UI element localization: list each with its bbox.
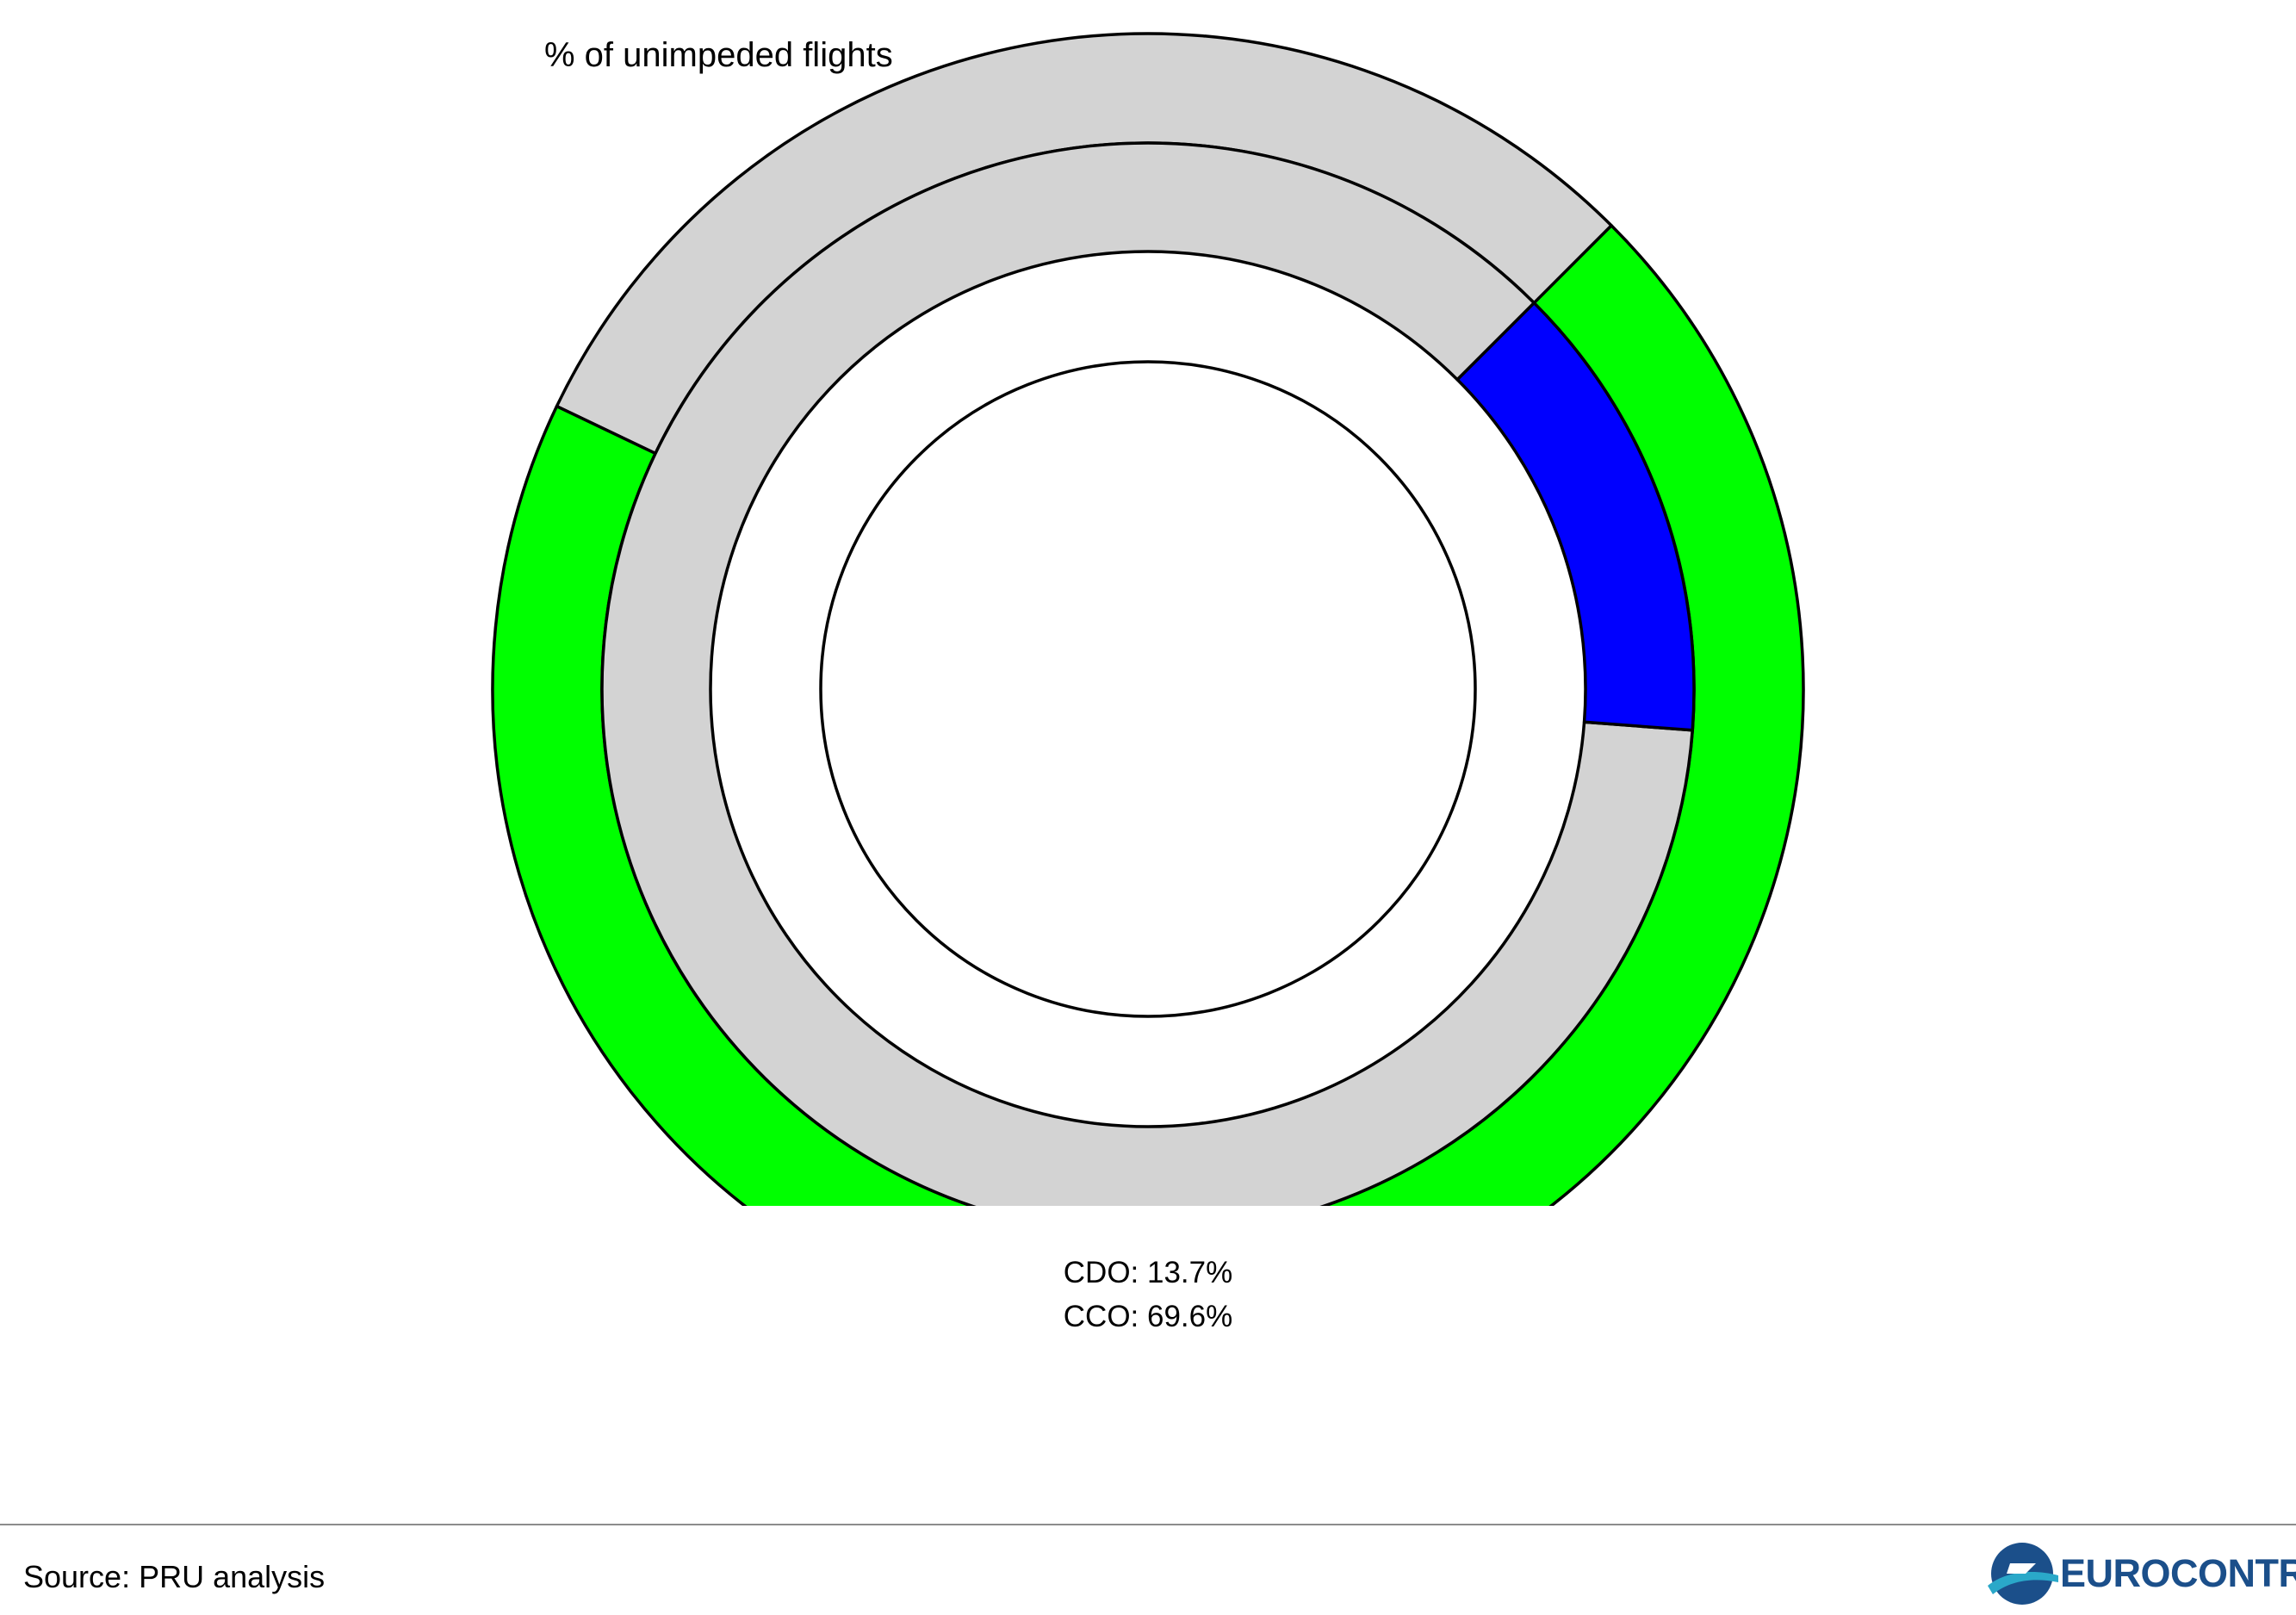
- chart-title: % of unimpeded flights: [544, 36, 893, 74]
- cco-stat-label: CCO: 69.6%: [1063, 1300, 1233, 1333]
- donut-chart: [491, 32, 1805, 1206]
- eurocontrol-logo-text: EUROCONTROL: [2060, 1551, 2296, 1595]
- inner-ring-cdo-slice: [1455, 301, 1696, 732]
- inner-ring-remaining-slice: [600, 141, 1694, 1206]
- footer-divider: [0, 1524, 2296, 1525]
- stats-block: CDO: 13.7% CCO: 69.6%: [1062, 1251, 1234, 1339]
- donut-hole: [819, 360, 1477, 1018]
- cdo-stat-label: CDO: 13.7%: [1063, 1256, 1233, 1289]
- eurocontrol-logo: EUROCONTROL: [1984, 1535, 2296, 1612]
- eurocontrol-logo-icon: [1988, 1543, 2058, 1605]
- source-note: Source: PRU analysis: [23, 1559, 326, 1594]
